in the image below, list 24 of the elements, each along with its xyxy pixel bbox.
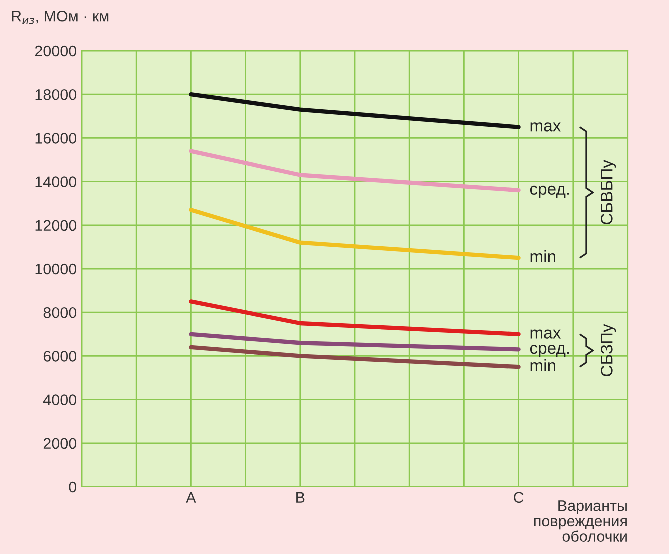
y-tick-label: 8000 (44, 307, 77, 318)
x-tick-label: C (514, 492, 524, 504)
y-tick-label: 20000 (35, 46, 77, 57)
y-tick-label: 16000 (36, 133, 77, 144)
y-tick-label: 6000 (44, 351, 77, 362)
annotation: СБВБПу (601, 160, 616, 225)
series-label: сред. (530, 345, 570, 358)
series-label: max (530, 122, 562, 132)
annotation: СБЗПу (601, 324, 616, 376)
y-tick-label: 0 (69, 482, 77, 493)
series-label: max (530, 330, 562, 339)
y-axis-title: R$_{из}$, МОм · км (12, 10, 109, 24)
y-tick-label: 18000 (36, 89, 77, 100)
y-tick-label: 14000 (36, 176, 77, 188)
x-tick-label: B (296, 492, 305, 503)
x-axis-title: Варианты повреждения оболочки (534, 500, 627, 542)
y-tick-label: 4000 (44, 394, 77, 406)
x-tick-label: A (186, 492, 196, 503)
series-label: сред. (530, 186, 570, 198)
y-tick-label: 2000 (44, 438, 77, 450)
series-label: min (530, 250, 556, 262)
y-tick-label: 10000 (36, 264, 77, 275)
y-tick-label: 12000 (36, 220, 77, 232)
series-label: min (530, 359, 556, 372)
